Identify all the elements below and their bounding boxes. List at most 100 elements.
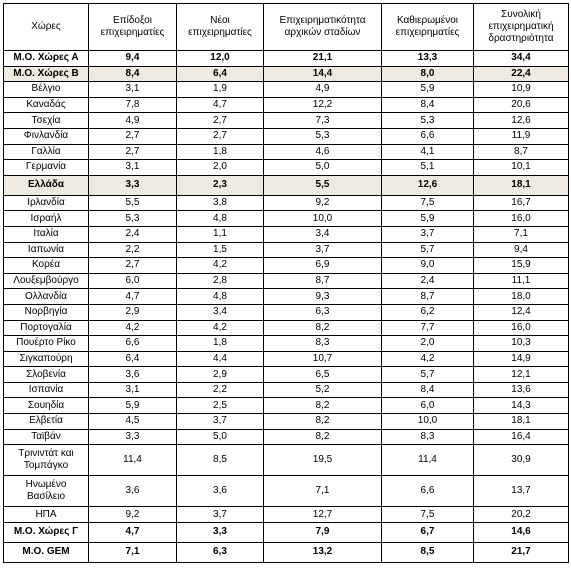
table-row: Τρινιντάτ και Τομπάγκο 11,4 8,5 19,5 11,4 30,… [3,444,569,477]
country-cell: Ιρλανδία [3,194,89,212]
total-cell: 16,7 [473,194,569,212]
aspiring-cell: 2,4 [88,225,177,243]
total-cell: 11,9 [473,127,569,145]
aspiring-cell: 6,6 [88,335,177,352]
header-established-entrepreneurs: Καθιερωμένοι επιχειρηματίες [381,3,474,51]
table-row: Ελβετία 4,5 3,7 8,2 10,0 18,1 [3,413,569,430]
new-cell: 1,9 [176,81,264,98]
header-countries: Χώρες [3,3,89,51]
country-cell: Πουέρτο Ρίκο [3,335,89,352]
table-row: Πορτογαλία 4,2 4,2 8,2 7,7 16,0 [3,319,569,337]
header-total-entrepreneurial-activity: Συνολική επιχειρηματική δραστηριότητα [473,3,569,51]
early-stage-cell: 6,5 [263,366,382,383]
country-cell: ΗΠΑ [3,506,89,523]
country-cell: Τσεχία [3,112,89,129]
table-row: Ηνωμένο Βασίλειο 3,6 3,6 7,1 6,6 13,7 [3,475,569,508]
table-row: Ολλανδία 4,7 4,8 9,3 8,7 18,0 [3,288,569,305]
established-cell: 2,0 [381,335,474,352]
established-cell: 6,0 [381,397,474,415]
country-cell: Ελβετία [3,413,89,430]
aspiring-cell: 3,1 [88,81,177,98]
table-row: Ιταλία 2,4 1,1 3,4 3,7 7,1 [3,225,569,243]
table-row: Λουξεμβούργο 6,0 2,8 8,7 2,4 11,1 [3,272,569,290]
established-cell: 5,9 [381,210,474,227]
total-cell: 13,6 [473,381,569,399]
aspiring-cell: 9,2 [88,506,177,523]
early-stage-cell: 12,7 [263,506,382,523]
aspiring-cell: 2,7 [88,257,177,274]
total-cell: 14,6 [473,521,569,543]
country-cell: Ισραήλ [3,210,89,227]
aspiring-cell: 4,5 [88,413,177,430]
aspiring-cell: 3,6 [88,475,177,508]
early-stage-cell: 13,2 [263,541,382,563]
aspiring-cell: 2,2 [88,241,177,259]
table-row: Σουηδία 5,9 2,5 8,2 6,0 14,3 [3,397,569,415]
established-cell: 11,4 [381,444,474,477]
total-cell: 20,2 [473,506,569,523]
table-row: Ιρλανδία 5,5 3,8 9,2 7,5 16,7 [3,194,569,212]
table-row: Σλοβενία 3,6 2,9 6,5 5,7 12,1 [3,366,569,383]
established-cell: 5,3 [381,112,474,129]
aspiring-cell: 3,3 [88,428,177,446]
early-stage-cell: 10,7 [263,350,382,368]
early-stage-cell: 8,2 [263,428,382,446]
table-row: Νορβηγία 2,9 3,4 6,3 6,2 12,4 [3,303,569,321]
country-cell: Σουηδία [3,397,89,415]
aspiring-cell: 9,4 [88,50,177,67]
country-cell: Γερμανία [3,159,89,176]
aspiring-cell: 2,7 [88,143,177,161]
total-cell: 18,0 [473,288,569,305]
established-cell: 5,7 [381,366,474,383]
aspiring-cell: 4,2 [88,319,177,337]
early-stage-cell: 8,2 [263,319,382,337]
established-cell: 5,9 [381,81,474,98]
established-cell: 8,3 [381,428,474,446]
aspiring-cell: 4,7 [88,521,177,543]
country-cell: Νορβηγία [3,303,89,321]
new-cell: 2,9 [176,366,264,383]
country-cell: Τρινιντάτ και Τομπάγκο [3,444,89,477]
early-stage-cell: 9,3 [263,288,382,305]
table-row: Ισραήλ 5,3 4,8 10,0 5,9 16,0 [3,210,569,227]
established-cell: 4,2 [381,350,474,368]
total-cell: 11,1 [473,272,569,290]
established-cell: 5,7 [381,241,474,259]
early-stage-cell: 7,3 [263,112,382,129]
early-stage-cell: 12,2 [263,96,382,114]
early-stage-cell: 5,5 [263,174,382,196]
new-cell: 4,4 [176,350,264,368]
country-cell: Πορτογαλία [3,319,89,337]
country-cell: Κορέα [3,257,89,274]
total-cell: 12,6 [473,112,569,129]
table-row: Ελλάδα 3,3 2,3 5,5 12,6 18,1 [3,174,569,196]
new-cell: 4,8 [176,210,264,227]
table-body: Μ.Ο. Χώρες Α 9,4 12,0 21,1 13,3 34,4 Μ.Ο. Χώρε… [3,50,569,563]
header-aspiring-entrepreneurs: Επίδοξοι επιχειρηματίες [88,3,177,51]
country-cell: Ελλάδα [3,174,89,196]
early-stage-cell: 8,2 [263,413,382,430]
early-stage-cell: 5,3 [263,127,382,145]
table-row: Μ.Ο. Χώρες Γ 4,7 3,3 7,9 6,7 14,6 [3,521,569,543]
early-stage-cell: 5,2 [263,381,382,399]
table-row: Καναδάς 7,8 4,7 12,2 8,4 20,6 [3,96,569,114]
total-cell: 34,4 [473,50,569,67]
table-row: Γερμανία 3,1 2,0 5,0 5,1 10,1 [3,159,569,176]
new-cell: 2,7 [176,127,264,145]
early-stage-cell: 10,0 [263,210,382,227]
new-cell: 4,8 [176,288,264,305]
aspiring-cell: 3,6 [88,366,177,383]
new-cell: 4,7 [176,96,264,114]
new-cell: 3,8 [176,194,264,212]
table-row: Ιαπωνία 2,2 1,5 3,7 5,7 9,4 [3,241,569,259]
new-cell: 2,7 [176,112,264,129]
established-cell: 4,1 [381,143,474,161]
aspiring-cell: 7,8 [88,96,177,114]
established-cell: 6,6 [381,475,474,508]
established-cell: 9,0 [381,257,474,274]
total-cell: 7,1 [473,225,569,243]
new-cell: 5,0 [176,428,264,446]
aspiring-cell: 5,5 [88,194,177,212]
table-row: Σιγκαπούρη 6,4 4,4 10,7 4,2 14,9 [3,350,569,368]
early-stage-cell: 5,0 [263,159,382,176]
